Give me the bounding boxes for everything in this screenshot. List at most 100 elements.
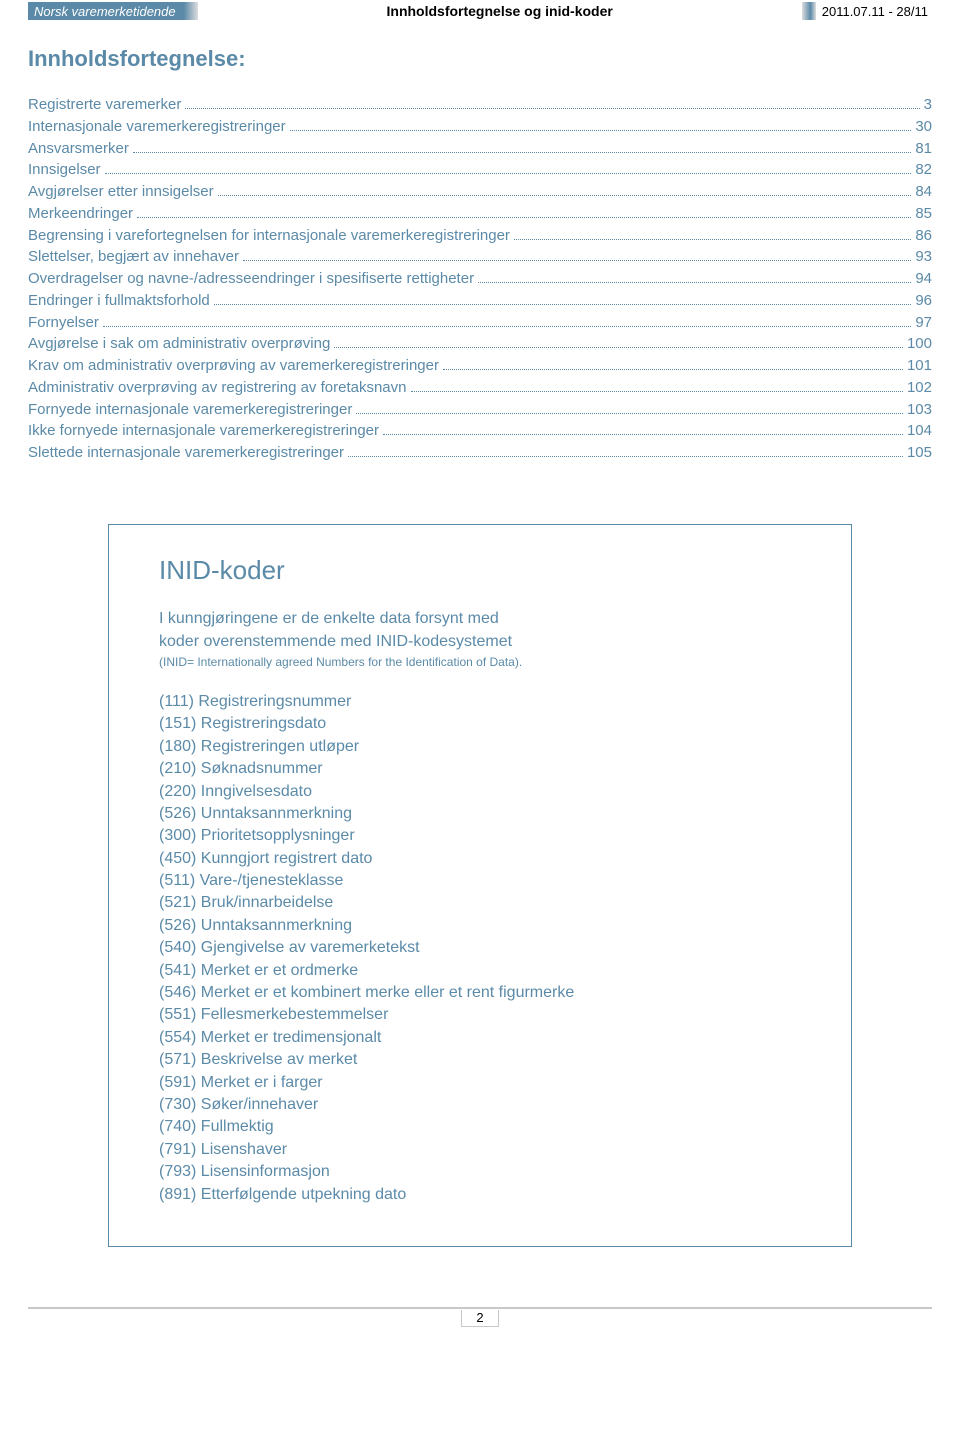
- toc-page-number: 93: [915, 246, 932, 268]
- toc-row[interactable]: Avgjørelse i sak om administrativ overpr…: [28, 333, 932, 355]
- toc-page-number: 81: [915, 138, 932, 160]
- toc-page-number: 3: [924, 94, 932, 116]
- toc-page-number: 82: [915, 159, 932, 181]
- toc-leader-dots: [137, 217, 911, 218]
- toc-row[interactable]: Registrerte varemerker3: [28, 94, 932, 116]
- toc-leader-dots: [133, 152, 911, 153]
- footer-rule: [28, 1307, 932, 1309]
- inid-code-item: (540) Gjengivelse av varemerketekst: [159, 937, 801, 959]
- inid-code-item: (791) Lisenshaver: [159, 1139, 801, 1161]
- inid-intro-line1: I kunngjøringene er de enkelte data fors…: [159, 608, 801, 630]
- toc-row[interactable]: Fornyelser 97: [28, 312, 932, 334]
- inid-code-item: (571) Beskrivelse av merket: [159, 1049, 801, 1071]
- toc-leader-dots: [443, 369, 903, 370]
- toc-page-number: 30: [915, 116, 932, 138]
- inid-box: INID-koder I kunngjøringene er de enkelt…: [108, 524, 852, 1247]
- header-separator: [802, 2, 816, 20]
- toc-page-number: 96: [915, 290, 932, 312]
- inid-code-item: (546) Merket er et kombinert merke eller…: [159, 982, 801, 1004]
- inid-code-item: (554) Merket er tredimensjonalt: [159, 1027, 801, 1049]
- toc-leader-dots: [243, 260, 911, 261]
- toc-label: Fornyede internasjonale varemerkeregistr…: [28, 399, 352, 421]
- toc-row[interactable]: Avgjørelser etter innsigelser 84: [28, 181, 932, 203]
- toc-row[interactable]: Internasjonale varemerkeregistreringer 30: [28, 116, 932, 138]
- page-footer: 2: [28, 1307, 932, 1329]
- toc-row[interactable]: Ikke fornyede internasjonale varemerkere…: [28, 420, 932, 442]
- toc-label: Ikke fornyede internasjonale varemerkere…: [28, 420, 379, 442]
- brand-badge: Norsk varemerketidende: [28, 2, 184, 20]
- table-of-contents: Registrerte varemerker3Internasjonale va…: [28, 94, 932, 464]
- toc-leader-dots: [348, 456, 903, 457]
- toc-page-number: 94: [915, 268, 932, 290]
- toc-leader-dots: [383, 434, 903, 435]
- inid-code-item: (511) Vare-/tjenesteklasse: [159, 870, 801, 892]
- toc-page-number: 103: [907, 399, 932, 421]
- inid-code-item: (526) Unntaksannmerkning: [159, 803, 801, 825]
- toc-leader-dots: [356, 413, 903, 414]
- toc-row[interactable]: Innsigelser 82: [28, 159, 932, 181]
- toc-label: Begrensing i varefortegnelsen for intern…: [28, 225, 510, 247]
- toc-page-number: 101: [907, 355, 932, 377]
- toc-row[interactable]: Endringer i fullmaktsforhold 96: [28, 290, 932, 312]
- inid-code-item: (793) Lisensinformasjon: [159, 1161, 801, 1183]
- toc-page-number: 100: [907, 333, 932, 355]
- toc-label: Administrativ overprøving av registrerin…: [28, 377, 407, 399]
- inid-code-item: (526) Unntaksannmerkning: [159, 915, 801, 937]
- inid-code-item: (450) Kunngjort registrert dato: [159, 848, 801, 870]
- toc-label: Slettelser, begjært av innehaver: [28, 246, 239, 268]
- brand-text: Norsk varemerketidende: [34, 4, 176, 19]
- toc-label: Avgjørelser etter innsigelser: [28, 181, 214, 203]
- inid-code-item: (180) Registreringen utløper: [159, 736, 801, 758]
- page: Norsk varemerketidende Innholdsfortegnel…: [0, 0, 960, 1369]
- toc-page-number: 86: [915, 225, 932, 247]
- toc-label: Avgjørelse i sak om administrativ overpr…: [28, 333, 330, 355]
- inid-code-list: (111) Registreringsnummer(151) Registrer…: [159, 691, 801, 1206]
- header-title: Innholdsfortegnelse og inid-koder: [198, 3, 802, 19]
- toc-row[interactable]: Merkeendringer 85: [28, 203, 932, 225]
- toc-label: Internasjonale varemerkeregistreringer: [28, 116, 286, 138]
- inid-code-item: (521) Bruk/innarbeidelse: [159, 892, 801, 914]
- toc-leader-dots: [334, 347, 903, 348]
- toc-leader-dots: [478, 282, 911, 283]
- toc-page-number: 102: [907, 377, 932, 399]
- inid-code-item: (551) Fellesmerkebestemmelser: [159, 1004, 801, 1026]
- toc-leader-dots: [185, 108, 919, 109]
- toc-page-number: 85: [915, 203, 932, 225]
- toc-label: Fornyelser: [28, 312, 99, 334]
- brand-tail: [184, 2, 198, 20]
- inid-code-item: (730) Søker/innehaver: [159, 1094, 801, 1116]
- toc-label: Overdragelser og navne-/adresseendringer…: [28, 268, 474, 290]
- toc-row[interactable]: Krav om administrativ overprøving av var…: [28, 355, 932, 377]
- inid-code-item: (111) Registreringsnummer: [159, 691, 801, 713]
- page-title: Innholdsfortegnelse:: [28, 46, 932, 72]
- toc-row[interactable]: Administrativ overprøving av registrerin…: [28, 377, 932, 399]
- toc-leader-dots: [103, 326, 911, 327]
- toc-page-number: 84: [915, 181, 932, 203]
- toc-row[interactable]: Slettelser, begjært av innehaver 93: [28, 246, 932, 268]
- toc-leader-dots: [411, 391, 903, 392]
- inid-intro-line2: koder overenstemmende med INID-kodesyste…: [159, 631, 801, 653]
- inid-code-item: (591) Merket er i farger: [159, 1072, 801, 1094]
- toc-leader-dots: [218, 195, 912, 196]
- toc-label: Innsigelser: [28, 159, 101, 181]
- toc-row[interactable]: Begrensing i varefortegnelsen for intern…: [28, 225, 932, 247]
- page-number: 2: [461, 1310, 498, 1327]
- toc-leader-dots: [514, 239, 911, 240]
- toc-label: Endringer i fullmaktsforhold: [28, 290, 210, 312]
- toc-page-number: 104: [907, 420, 932, 442]
- inid-code-item: (891) Etterfølgende utpekning dato: [159, 1184, 801, 1206]
- inid-code-item: (300) Prioritetsopplysninger: [159, 825, 801, 847]
- inid-intro-sub: (INID= Internationally agreed Numbers fo…: [159, 655, 801, 669]
- toc-leader-dots: [214, 304, 912, 305]
- inid-code-item: (740) Fullmektig: [159, 1116, 801, 1138]
- toc-row[interactable]: Slettede internasjonale varemerkeregistr…: [28, 442, 932, 464]
- header-issue: 2011.07.11 - 28/11: [822, 4, 932, 19]
- toc-leader-dots: [105, 173, 912, 174]
- toc-row[interactable]: Ansvarsmerker81: [28, 138, 932, 160]
- toc-row[interactable]: Fornyede internasjonale varemerkeregistr…: [28, 399, 932, 421]
- toc-label: Slettede internasjonale varemerkeregistr…: [28, 442, 344, 464]
- toc-row[interactable]: Overdragelser og navne-/adresseendringer…: [28, 268, 932, 290]
- toc-page-number: 97: [915, 312, 932, 334]
- toc-leader-dots: [290, 130, 912, 131]
- toc-label: Merkeendringer: [28, 203, 133, 225]
